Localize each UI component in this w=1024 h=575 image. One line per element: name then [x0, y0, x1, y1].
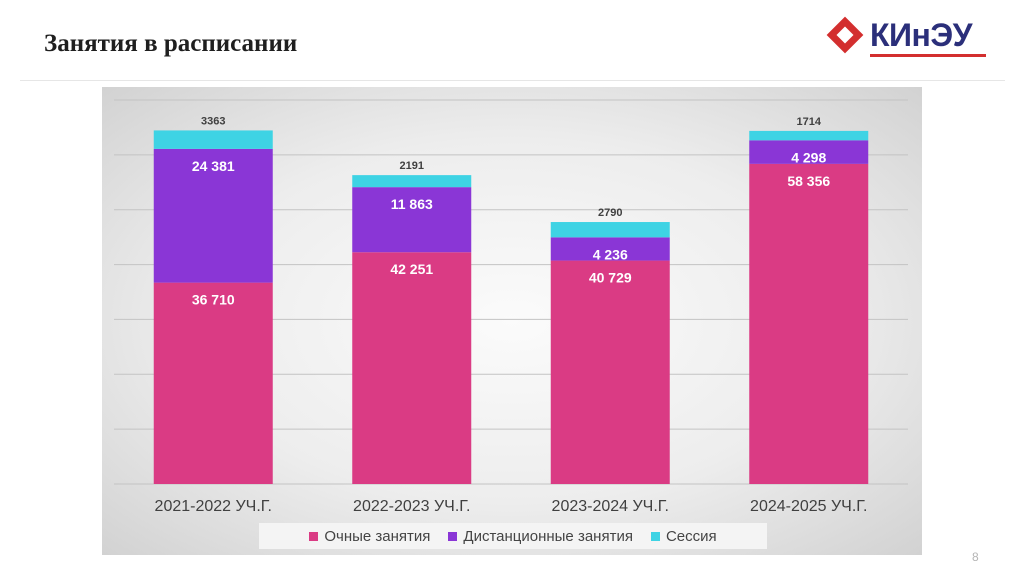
logo: КИнЭУ: [826, 14, 996, 64]
legend-label-fulltime: Очные занятия: [324, 527, 431, 545]
legend-label-session: Сессия: [665, 527, 717, 545]
bar-segment-fulltime: [749, 163, 869, 484]
data-label-fulltime: 58 356: [787, 173, 830, 189]
bar-segment-fulltime: [550, 260, 670, 484]
category-label: 2024-2025 УЧ.Г.: [750, 498, 867, 515]
data-label-fulltime: 42 251: [390, 261, 433, 277]
bar-segment-distance: [550, 237, 670, 261]
data-label-fulltime: 40 729: [589, 270, 632, 286]
data-label-distance: 4 298: [791, 149, 826, 165]
logo-text: КИнЭУ: [870, 17, 973, 53]
bar-segment-fulltime: [153, 282, 273, 484]
legend-item-fulltime: Очные занятия: [309, 528, 430, 545]
category-label: 2023-2024 УЧ.Г.: [552, 498, 669, 515]
page-number: 8: [972, 550, 979, 564]
data-label-fulltime: 36 710: [192, 292, 235, 308]
slide-title: Занятия в расписании: [44, 30, 298, 57]
data-label-session: 3363: [201, 115, 225, 127]
title-divider: [20, 80, 1005, 81]
category-label: 2021-2022 УЧ.Г.: [155, 498, 272, 515]
legend-item-distance: Дистанционные занятия: [448, 528, 633, 545]
legend-swatch-fulltime: [309, 531, 319, 541]
bar-segment-fulltime: [352, 252, 472, 484]
legend-swatch-session: [650, 531, 660, 541]
logo-underline: [870, 54, 986, 57]
legend-label-distance: Дистанционные занятия: [463, 527, 633, 545]
chart-panel: 36 710 24 381 3363 2021-2022 УЧ.Г. 42 251 11 …: [102, 87, 922, 555]
bar-segment-distance: [153, 148, 273, 283]
data-label-session: 2790: [598, 207, 622, 219]
bar-segment-distance: [749, 140, 869, 164]
legend-swatch-distance: [448, 531, 458, 541]
bar-segment-session: [153, 130, 273, 149]
bar-segment-distance: [352, 187, 472, 253]
bar-segment-session: [749, 130, 869, 141]
data-label-distance: 24 381: [192, 158, 235, 174]
chart-legend: Очные занятия Дистанционные занятия Сесс…: [259, 523, 767, 549]
data-label-session: 1714: [797, 116, 822, 128]
data-label-distance: 11 863: [391, 196, 433, 212]
data-label-distance: 4 236: [593, 246, 628, 262]
legend-item-session: Сессия: [650, 527, 717, 545]
stacked-bar-chart: 36 710 24 381 3363 2021-2022 УЧ.Г. 42 251 11 …: [114, 99, 908, 515]
category-label: 2022-2023 УЧ.Г.: [353, 498, 470, 515]
bar-segment-session: [550, 222, 670, 238]
data-label-session: 2191: [400, 160, 424, 172]
bar-segment-session: [352, 175, 472, 188]
